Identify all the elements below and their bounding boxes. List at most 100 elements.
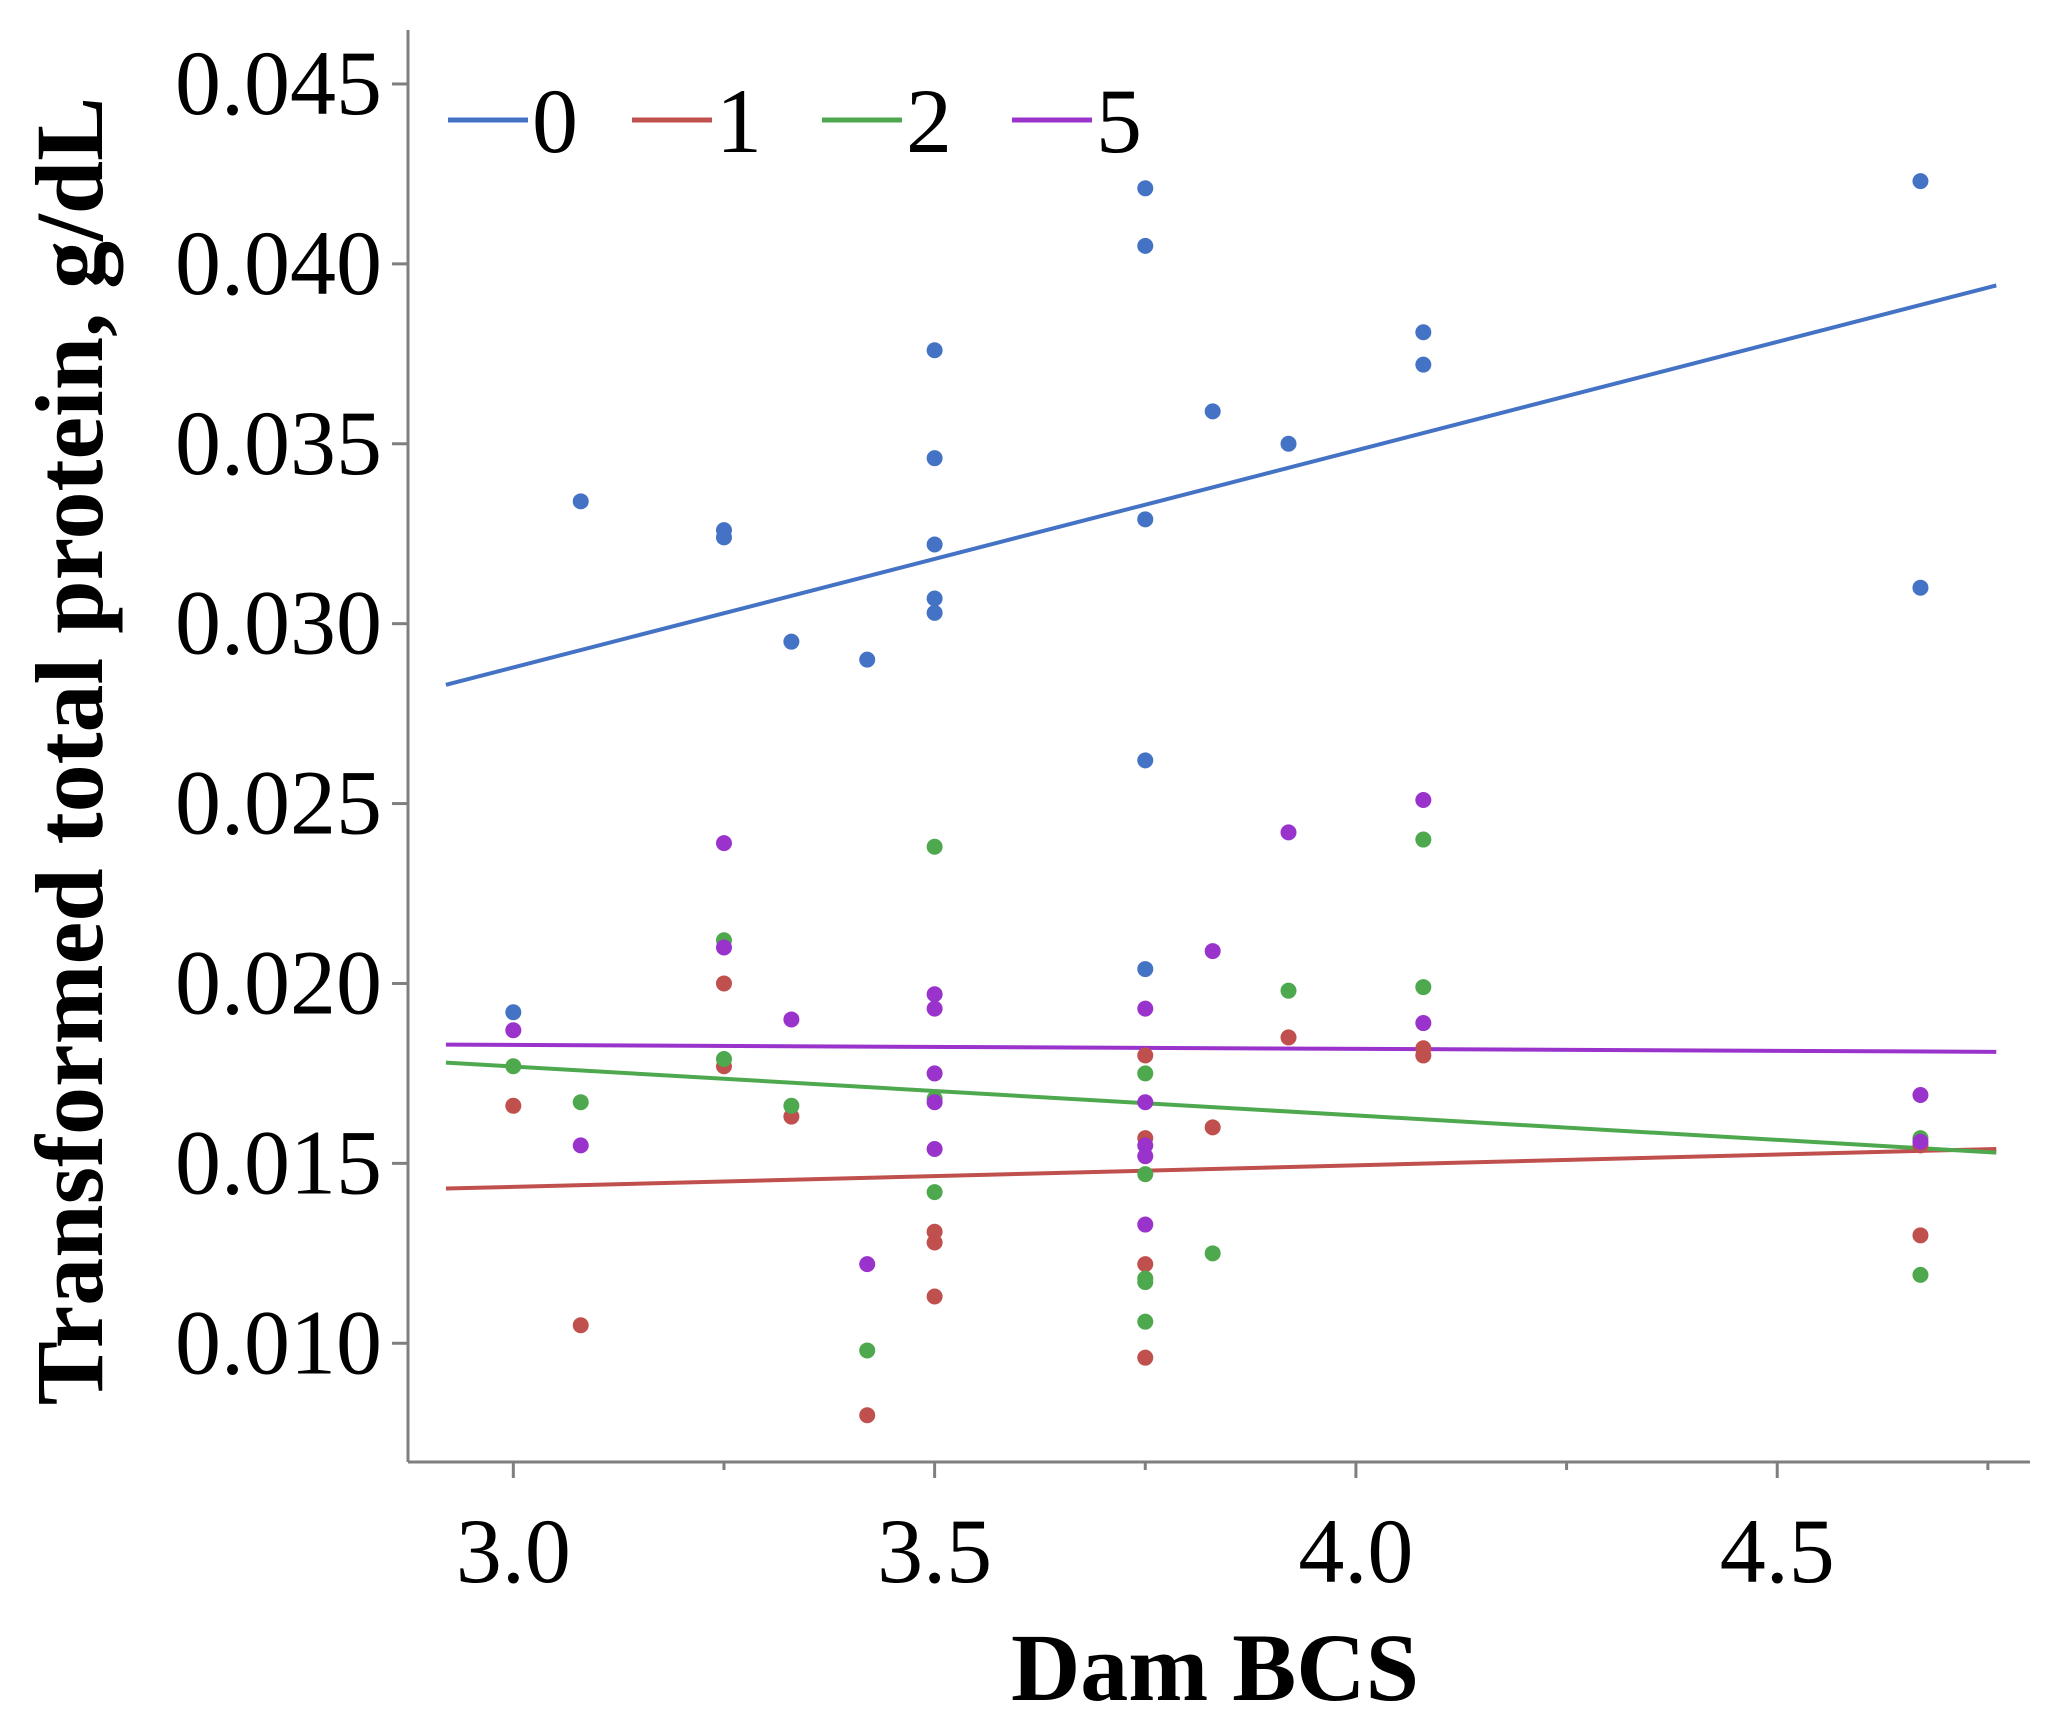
data-point-series-0: [926, 342, 943, 359]
data-point-series-0: [1137, 180, 1154, 197]
data-point-series-5: [572, 1137, 589, 1154]
data-point-series-0: [1415, 324, 1432, 341]
data-point-series-5: [926, 1000, 943, 1017]
data-point-series-5: [1137, 1094, 1154, 1111]
data-point-series-1: [572, 1317, 589, 1334]
legend-item-2: 2: [822, 70, 952, 172]
data-point-series-5: [1280, 824, 1297, 841]
data-point-series-2: [715, 1051, 732, 1068]
y-tick-label: 0.015: [175, 1111, 382, 1213]
data-point-series-5: [926, 1140, 943, 1157]
data-point-series-5: [1912, 1087, 1929, 1104]
data-point-series-5: [1137, 1000, 1154, 1017]
data-point-series-5: [1415, 791, 1432, 808]
data-point-series-2: [1280, 982, 1297, 999]
data-point-series-0: [1912, 173, 1929, 190]
y-tick-label: 0.010: [175, 1291, 382, 1393]
fit-line-series-5: [445, 1042, 1997, 1054]
data-point-series-5: [859, 1256, 876, 1273]
data-point-series-1: [1204, 1119, 1221, 1136]
data-point-series-2: [1137, 1166, 1154, 1183]
fit-line-series-1: [445, 1146, 1997, 1191]
points-layer: [505, 173, 1929, 1424]
y-tick-label: 0.035: [175, 392, 382, 494]
data-point-series-0: [1912, 579, 1929, 596]
data-point-series-1: [1280, 1029, 1297, 1046]
legend-item-0: 0: [448, 70, 578, 172]
data-point-series-0: [783, 633, 800, 650]
data-point-series-5: [926, 1065, 943, 1082]
x-tick-label: 4.0: [1298, 1500, 1413, 1602]
data-point-series-0: [1280, 435, 1297, 452]
y-tick-label: 0.030: [175, 572, 382, 674]
axes-layer: 0.010 0.015 0.020 0.025 0.030 0.035 0.040 0.045…: [175, 30, 2030, 1602]
legend-label: 5: [1096, 70, 1142, 172]
data-point-series-2: [505, 1058, 522, 1075]
data-point-series-0: [859, 651, 876, 668]
y-axis-title: Transformed total protein, g/dL: [16, 97, 123, 1405]
data-point-series-2: [1415, 979, 1432, 996]
data-point-series-5: [715, 939, 732, 956]
data-point-series-1: [859, 1407, 876, 1424]
legend-item-5: 5: [1012, 70, 1142, 172]
data-point-series-0: [715, 529, 732, 546]
data-point-series-1: [926, 1234, 943, 1251]
data-point-series-1: [1415, 1047, 1432, 1064]
data-point-series-0: [572, 493, 589, 510]
data-point-series-1: [1912, 1227, 1929, 1244]
data-point-series-5: [926, 1094, 943, 1111]
x-tick-label: 3.5: [877, 1500, 992, 1602]
y-tick-label: 0.020: [175, 931, 382, 1033]
legend-label: 0: [532, 70, 578, 172]
data-point-series-5: [1204, 943, 1221, 960]
data-point-series-0: [926, 450, 943, 467]
data-point-series-2: [926, 838, 943, 855]
data-point-series-1: [926, 1288, 943, 1305]
data-point-series-5: [1912, 1133, 1929, 1150]
data-point-series-1: [1137, 1047, 1154, 1064]
x-tick-label: 3.0: [456, 1500, 571, 1602]
data-point-series-0: [1137, 752, 1154, 769]
data-point-series-0: [1415, 356, 1432, 373]
data-point-series-0: [1137, 511, 1154, 528]
data-point-series-0: [1204, 403, 1221, 420]
data-point-series-0: [1137, 961, 1154, 978]
data-point-series-1: [505, 1097, 522, 1114]
data-point-series-2: [859, 1342, 876, 1359]
data-point-series-2: [1415, 831, 1432, 848]
data-point-series-2: [1137, 1313, 1154, 1330]
data-point-series-5: [505, 1022, 522, 1039]
legend: 0 1 2 5: [448, 70, 1142, 172]
legend-label: 2: [906, 70, 952, 172]
legend-label: 1: [716, 70, 762, 172]
fit-line-series-0: [445, 283, 1997, 687]
data-point-series-0: [926, 604, 943, 621]
data-point-series-0: [505, 1004, 522, 1021]
data-point-series-2: [1204, 1245, 1221, 1262]
data-point-series-1: [1137, 1349, 1154, 1366]
data-point-series-2: [783, 1097, 800, 1114]
data-point-series-5: [1137, 1216, 1154, 1233]
y-tick-label: 0.025: [175, 752, 382, 854]
data-point-series-2: [1137, 1065, 1154, 1082]
data-point-series-2: [926, 1184, 943, 1201]
data-point-series-0: [1137, 237, 1154, 254]
x-tick-label: 4.5: [1720, 1500, 1835, 1602]
fit-line-series-2: [445, 1060, 1997, 1155]
data-point-series-5: [783, 1011, 800, 1028]
data-point-series-2: [1912, 1266, 1929, 1283]
data-point-series-5: [1137, 1148, 1154, 1165]
data-point-series-0: [926, 536, 943, 553]
data-point-series-0: [926, 590, 943, 607]
fit-lines-layer: [445, 283, 1997, 1191]
data-point-series-5: [1415, 1015, 1432, 1032]
legend-item-1: 1: [632, 70, 762, 172]
y-tick-label: 0.040: [175, 212, 382, 314]
data-point-series-1: [1137, 1256, 1154, 1273]
data-point-series-5: [926, 986, 943, 1003]
data-point-series-2: [572, 1094, 589, 1111]
y-tick-label: 0.045: [175, 32, 382, 134]
x-axis-title: Dam BCS: [1011, 1614, 1419, 1721]
data-point-series-1: [715, 975, 732, 992]
